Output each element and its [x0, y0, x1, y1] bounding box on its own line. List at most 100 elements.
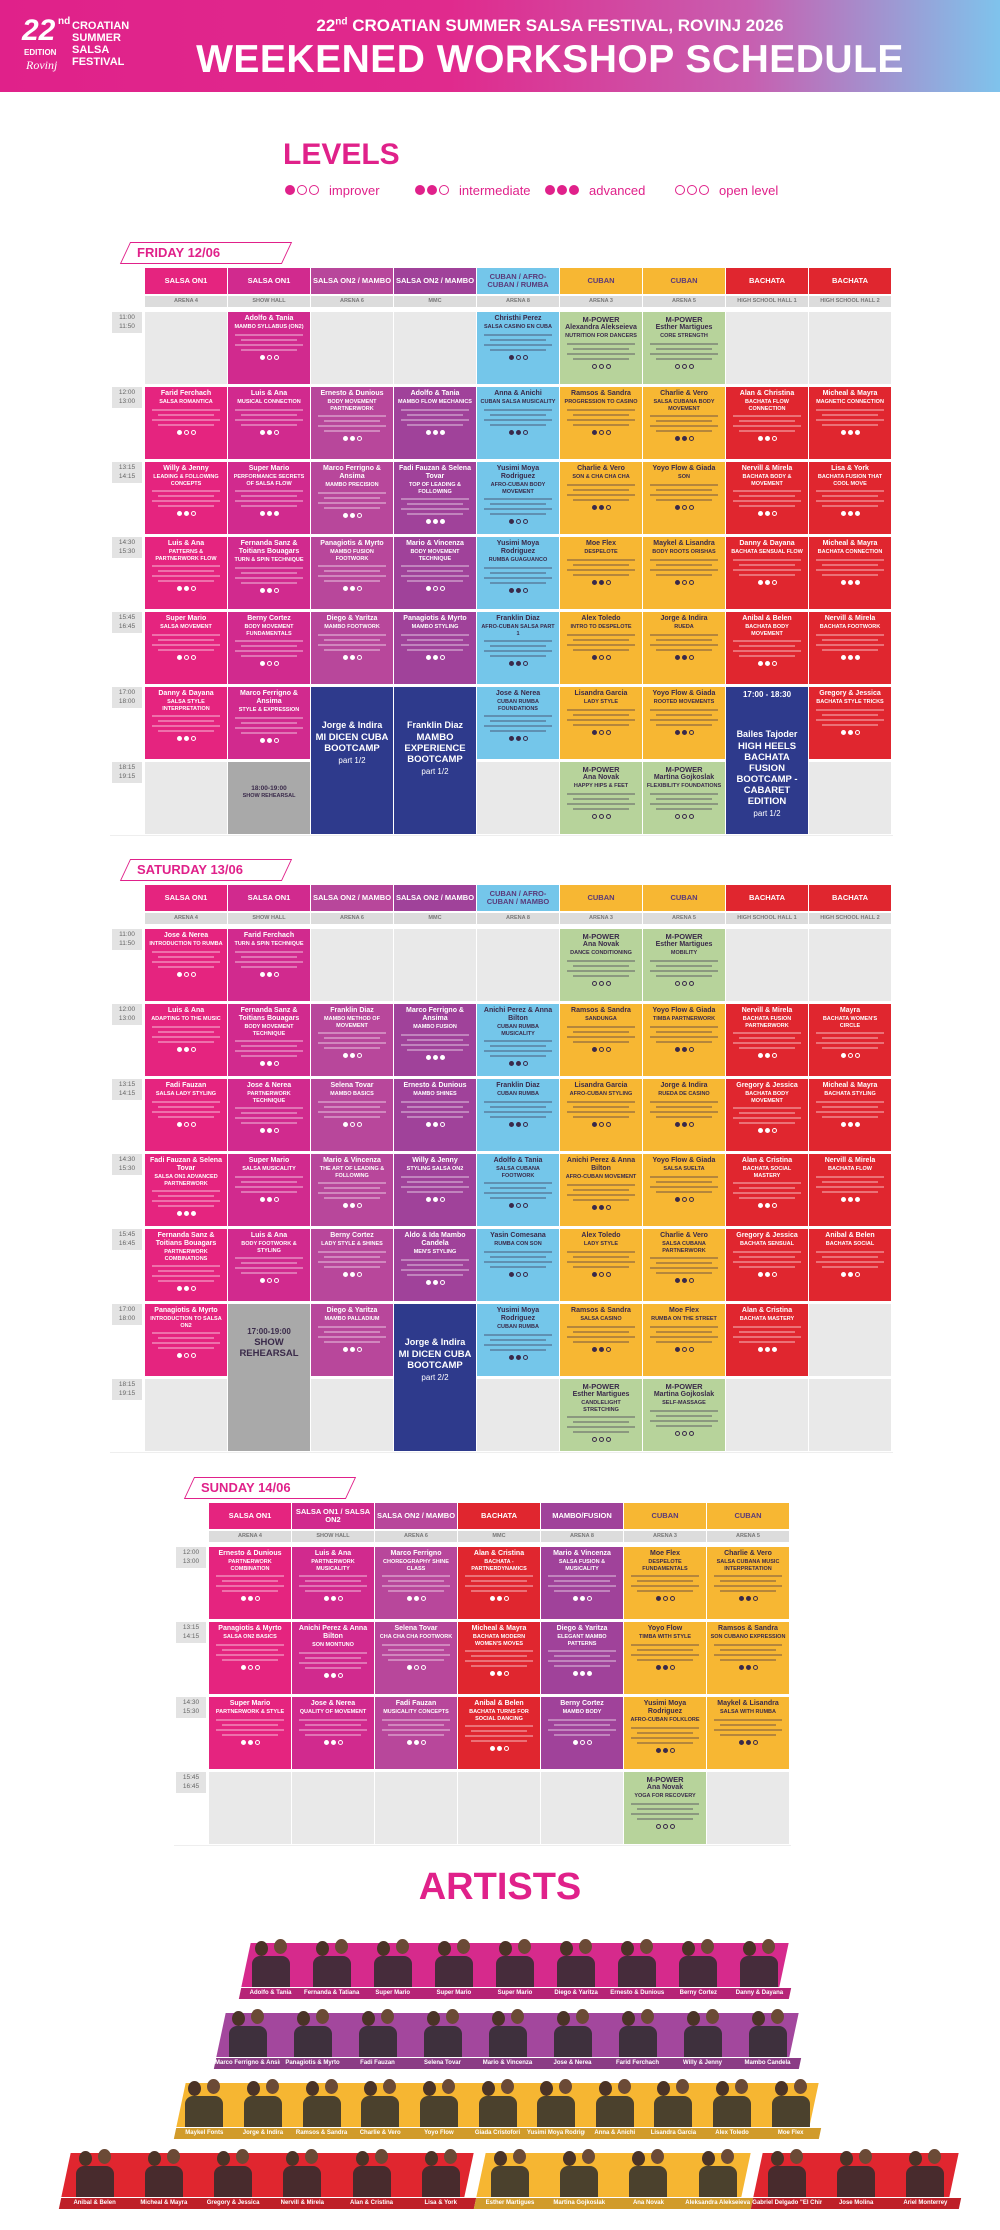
artist-photo-body [251, 1956, 290, 1987]
description-line [567, 408, 635, 411]
artist-photo-head [481, 2081, 495, 2096]
workshop-title: THE ART OF LEADING & FOLLOWING [319, 1166, 385, 1179]
description-line [720, 1733, 776, 1736]
description-line [407, 1105, 463, 1108]
description-line [158, 1270, 214, 1272]
workshop-cell: Diego & Yaritza MAMBO FOOTWORK [311, 612, 393, 684]
description-line [401, 1043, 469, 1046]
description-line [305, 1666, 361, 1669]
description-line [216, 1575, 284, 1577]
level-dots [148, 1045, 224, 1052]
artist-name: Marco Ferrigno & Ansima [215, 2060, 280, 2066]
level-dots [480, 1353, 556, 1360]
artist-photo-head [188, 2081, 202, 2096]
level-dot [266, 354, 272, 360]
level-dot [342, 1346, 348, 1352]
description-line [152, 565, 220, 567]
level-dots [646, 1345, 722, 1352]
description-line [650, 1257, 718, 1259]
level-dot [662, 1747, 668, 1753]
level-dots [397, 428, 473, 435]
level-dot [598, 363, 604, 369]
teacher: Danny & Dayana [158, 690, 214, 697]
edition-number: 22 [316, 16, 336, 35]
level-dot [508, 736, 514, 741]
teacher: Alan & Christina [739, 390, 795, 397]
description-line [656, 1272, 712, 1274]
level-dots [646, 1045, 722, 1052]
description-line [637, 1807, 693, 1810]
level-dot [752, 1739, 758, 1745]
workshop-title: SON CUBANO EXPRESSION [710, 1634, 786, 1640]
workshop-title: MUSICAL CONNECTION [237, 399, 301, 405]
description-line [382, 1575, 450, 1577]
workshop-cell: Gregory & Jessica BACHATA SENSUAL [726, 1229, 808, 1301]
description-line [548, 1660, 616, 1662]
empty-slot [726, 1379, 808, 1451]
level-dots [397, 584, 473, 591]
level-dots [563, 428, 639, 435]
level-dot [413, 1596, 419, 1601]
description-line [490, 720, 546, 722]
time-slot: 14:30 15:30 [176, 1697, 206, 1718]
level-dot [771, 661, 777, 666]
workshop-title: CUBAN RUMBA FOUNDATIONS [497, 699, 539, 712]
description-line [484, 1040, 552, 1042]
description-line [152, 1100, 220, 1103]
level-dot [688, 813, 694, 819]
description-line [158, 1040, 214, 1043]
artist-photo-body [767, 2166, 806, 2197]
description-line [235, 950, 303, 953]
column-header: SALSA ON2 / MAMBO [394, 268, 476, 294]
workshop-cell: M-POWER Martina Gojkoslak SELF-MASSAGE [643, 1379, 725, 1451]
description-line [490, 645, 546, 647]
description-line [822, 1265, 878, 1268]
level-dot [439, 586, 445, 591]
workshop-title: RUEDA [674, 624, 694, 630]
description-line [816, 1042, 884, 1044]
description-line [816, 490, 884, 492]
description-line [656, 964, 712, 967]
description-line [299, 1651, 367, 1654]
brand: M-POWER [665, 765, 703, 774]
level-dots [563, 979, 639, 986]
workshop-title: ROOTED MOVEMENTS [653, 699, 715, 705]
workshop-cell: Berny Cortez MAMBO BODY [541, 1697, 623, 1769]
level-dots [627, 1594, 703, 1601]
description-line [656, 1414, 712, 1417]
teacher: Marco Ferrigno & Ansima [406, 1007, 464, 1022]
level-dot [439, 1121, 445, 1127]
room-label: ARENA 3 [560, 296, 642, 307]
artist-name: Selena Tovar [424, 2060, 461, 2066]
room-label: ARENA 5 [707, 1531, 789, 1542]
description-line [407, 1190, 463, 1193]
level-dots [461, 1669, 537, 1676]
artist-name: Ariel Monterrey [903, 2200, 948, 2206]
workshop-cell: Fernanda Sanz & Toitians Bouagars PARTNER… [145, 1229, 227, 1301]
teacher: Luis & Ana [167, 1007, 205, 1014]
level-dot [840, 654, 846, 660]
workshop-cell: Franklin Diaz AFRO-CUBAN SALSA PART 1 [477, 612, 559, 684]
workshop-cell: Fadi Fauzan MUSICALITY CONCEPTS [375, 1697, 457, 1769]
description-line [650, 969, 718, 972]
level-dot [259, 511, 265, 516]
description-line [465, 1650, 533, 1652]
time-start: 13:15 [182, 1624, 200, 1631]
column-header: BACHATA [809, 885, 891, 911]
description-line [152, 715, 220, 717]
description-line [152, 725, 220, 727]
description-line [567, 969, 635, 972]
level-dot [356, 1053, 362, 1058]
level-dot [515, 736, 521, 741]
room-label: MMC [394, 296, 476, 307]
workshop-title: PARTNERWORK MUSICALITY [311, 1559, 355, 1572]
description-line [650, 1419, 718, 1422]
level-dots [563, 362, 639, 369]
artist-photo-head [701, 2151, 715, 2166]
level-dot [176, 654, 182, 660]
level-dot [598, 654, 604, 660]
time-end: 15:30 [118, 548, 136, 555]
workshop-title: CUBAN RUMBA MUSICALITY [497, 1024, 539, 1037]
level-dot [266, 737, 272, 743]
artist-name: Anibal & Belen [73, 2200, 116, 2206]
